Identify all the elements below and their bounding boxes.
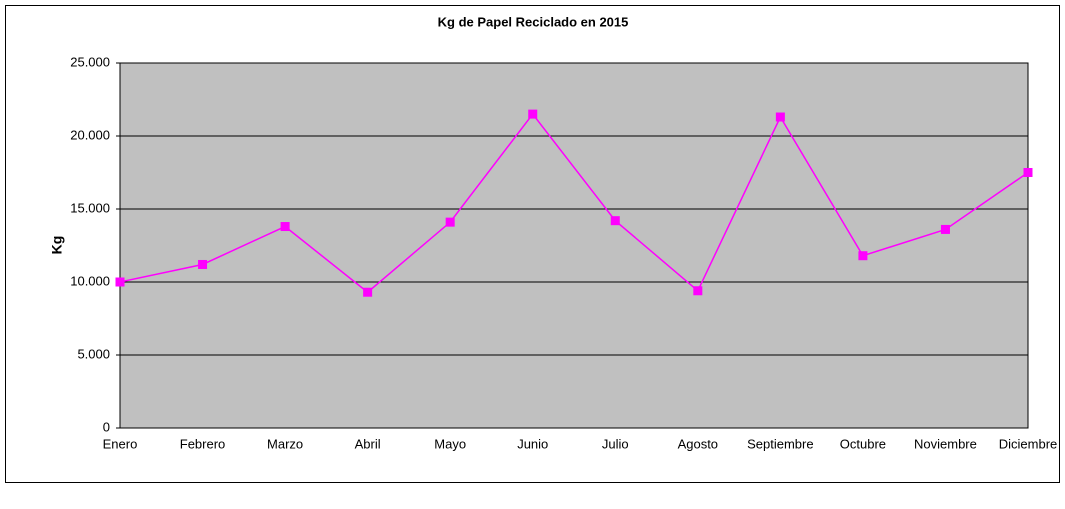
x-tick-label: Mayo: [434, 436, 466, 451]
series-marker: [693, 286, 703, 296]
x-tick-label: Junio: [517, 436, 548, 451]
series-line: [119, 112, 1029, 294]
x-tick-label: Abril: [355, 436, 381, 451]
series-marker: [940, 224, 950, 234]
y-tick-label: 25.000: [70, 54, 110, 69]
x-tick-label: Octubre: [840, 436, 886, 451]
y-tick-label: 0: [103, 419, 110, 434]
x-tick-label: Diciembre: [999, 436, 1058, 451]
series-marker: [1023, 168, 1033, 177]
y-tick-label: 20.000: [70, 127, 110, 142]
series-marker: [445, 217, 455, 227]
x-tick-label: Enero: [103, 436, 138, 451]
x-tick-label: Agosto: [678, 436, 718, 451]
series-marker: [858, 251, 868, 261]
y-tick-label: 10.000: [70, 273, 110, 288]
x-tick-label: Febrero: [180, 436, 226, 451]
series-marker: [363, 287, 373, 297]
x-tick-label: Noviembre: [914, 436, 977, 451]
series-marker: [610, 216, 620, 226]
series-marker: [528, 109, 538, 119]
series-marker: [280, 222, 290, 232]
series-marker: [198, 259, 208, 269]
plot-area: [119, 62, 1029, 429]
y-axis-label: Kg: [49, 236, 65, 255]
x-tick-label: Julio: [602, 436, 629, 451]
chart-title: Kg de Papel Reciclado en 2015: [438, 14, 629, 29]
series-marker: [775, 112, 785, 122]
y-tick-label: 5.000: [77, 346, 110, 361]
x-tick-label: Septiembre: [747, 436, 813, 451]
x-tick-label: Marzo: [267, 436, 303, 451]
series-marker: [115, 277, 125, 287]
y-tick-label: 15.000: [70, 200, 110, 215]
